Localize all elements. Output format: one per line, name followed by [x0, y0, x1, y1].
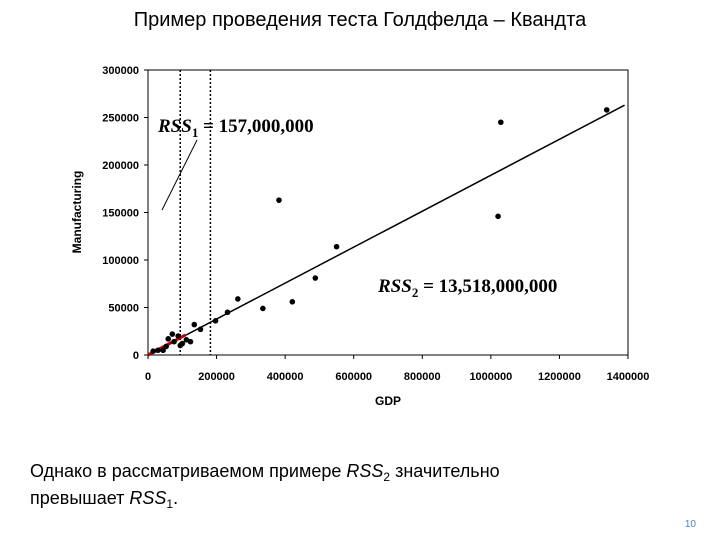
- footer-part: 1: [166, 497, 173, 511]
- scatter-point: [333, 243, 340, 250]
- footer-part: .: [173, 488, 178, 508]
- scatter-point: [495, 213, 501, 220]
- scatter-point: [150, 348, 156, 355]
- y-axis-label: Manufacturing: [70, 171, 84, 254]
- scatter-point: [260, 305, 266, 312]
- annotation-sub: 1: [192, 125, 199, 140]
- x-tick-label: 600000: [335, 371, 372, 383]
- scatter-point: [165, 336, 172, 342]
- y-tick-label: 150000: [102, 208, 139, 220]
- y-tick-label: 200000: [102, 160, 139, 172]
- scatter-point: [289, 299, 296, 305]
- plot-frame: [147, 69, 629, 356]
- scatter-point: [498, 119, 504, 126]
- scatter-point: [312, 275, 319, 281]
- y-tick-label: 300000: [102, 65, 139, 77]
- y-tick-label: 100000: [102, 255, 139, 267]
- x-tick-label: 200000: [198, 371, 235, 383]
- footer-text: превышает RSS1.: [30, 488, 178, 511]
- scatter-point: [276, 197, 282, 203]
- scatter-point: [163, 343, 169, 350]
- x-axis-label: GDP: [375, 394, 401, 408]
- annotation-rest: = 157,000,000: [198, 116, 313, 137]
- scatter-point: [212, 318, 219, 324]
- slide-title: Пример проведения теста Голдфелда – Кван…: [134, 9, 587, 31]
- footer-part: превышает: [30, 488, 129, 508]
- scatter-point: [171, 338, 177, 345]
- scatter-point: [160, 347, 166, 354]
- annotation: RSS2 = 13,518,000,000: [377, 276, 557, 300]
- footer-part: значительно: [390, 461, 500, 481]
- scatter-point: [191, 321, 198, 328]
- footer-part: RSS: [346, 461, 383, 481]
- scatter-point: [169, 331, 176, 337]
- annotation-sub: 2: [412, 285, 419, 300]
- scatter-point: [197, 326, 204, 333]
- footer-part: RSS: [129, 488, 166, 508]
- annotation-rest: = 13,518,000,000: [418, 276, 557, 297]
- y-tick-label: 0: [133, 350, 139, 362]
- annotation: RSS1 = 157,000,000: [157, 116, 314, 140]
- x-tick-label: 1200000: [538, 371, 581, 383]
- scatter-point: [177, 342, 184, 349]
- scatter-point: [155, 347, 161, 354]
- x-tick-label: 400000: [267, 371, 304, 383]
- page-number: 10: [685, 519, 697, 530]
- footer-part: Однако в рассматриваемом примере: [30, 461, 346, 481]
- scatter-point: [175, 333, 181, 339]
- footer-text: Однако в рассматриваемом примере RSS2 зн…: [30, 461, 500, 484]
- x-tick-label: 1400000: [607, 371, 650, 383]
- scatter-point: [183, 337, 190, 343]
- scatter-point: [224, 309, 231, 316]
- scatter-point: [603, 107, 610, 113]
- x-tick-label: 0: [145, 371, 151, 383]
- footer-part: 2: [383, 470, 390, 484]
- y-tick-label: 250000: [102, 113, 139, 125]
- scatter-point: [235, 296, 241, 302]
- x-tick-label: 800000: [404, 371, 441, 383]
- annotation-main: RSS: [157, 116, 192, 137]
- fit-line: [147, 104, 625, 356]
- x-tick-label: 1000000: [469, 371, 512, 383]
- annotation-main: RSS: [377, 276, 412, 297]
- y-tick-label: 50000: [108, 303, 139, 315]
